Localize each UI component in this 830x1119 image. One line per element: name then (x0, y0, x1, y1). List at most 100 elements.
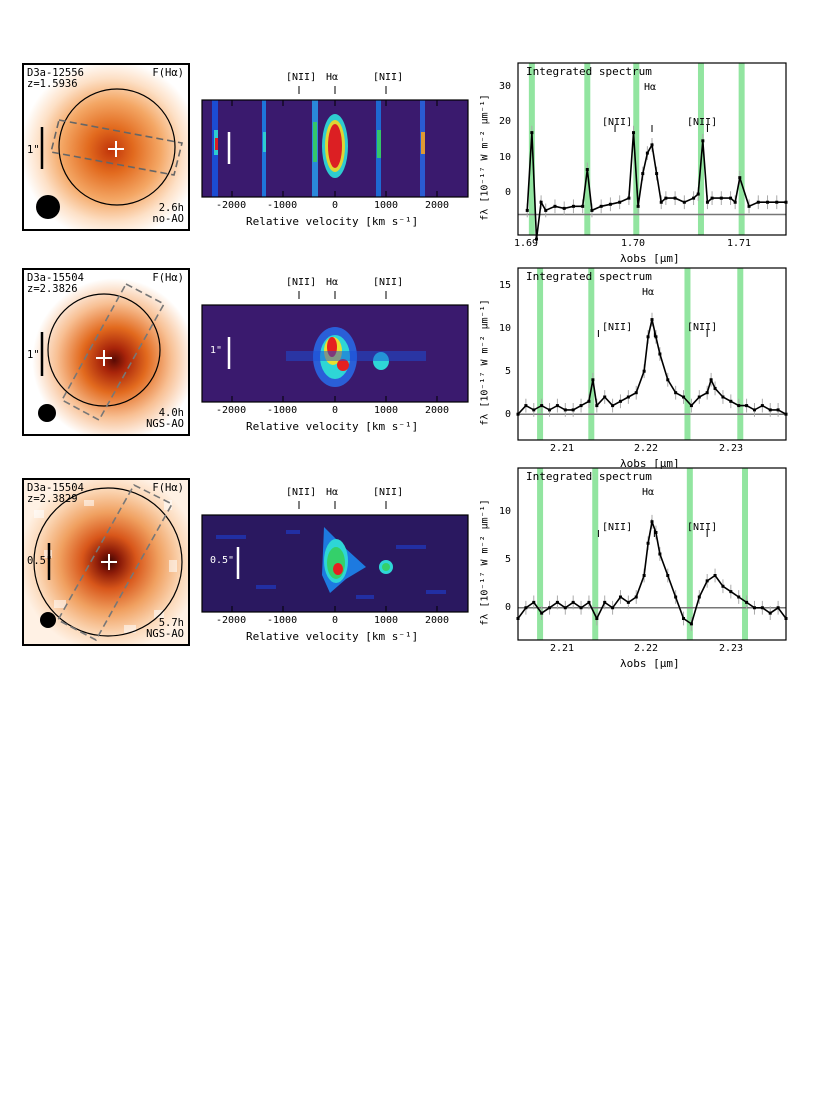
spectrum-point (646, 541, 650, 545)
spectrum-point (650, 318, 654, 322)
spectrum-point (682, 617, 686, 620)
spectrum-point (697, 395, 701, 399)
pv-line-label: [NII] (286, 277, 317, 288)
spectrum-point (666, 574, 670, 577)
plot-frame (517, 62, 787, 236)
spectrum-point (634, 391, 638, 395)
slit-outline (56, 483, 174, 642)
figure-row-1: D3a-12556 z=1.5936 F(Hα) 1" 2.6h no-AO (0, 60, 830, 290)
spectrum-point (646, 335, 650, 339)
spectrum-point (713, 386, 717, 390)
pv-xtick: 2000 (425, 405, 450, 416)
spectrum-point (555, 404, 559, 408)
spectrum-point (729, 196, 733, 200)
spectrum-point (689, 622, 693, 626)
slit-outline (60, 282, 166, 422)
exposure: 5.7h (158, 617, 184, 629)
spec-ylabel: fλ [10⁻¹⁷ W m⁻² μm⁻¹] (479, 94, 491, 221)
spec-ytick: 20 (499, 116, 512, 127)
figure-row-3: D3a-15504 z=2.3829 F(Hα) 0.5" 5.7h NGS-A… (0, 465, 830, 675)
spectrum-point (608, 202, 612, 206)
spectrum-point (641, 172, 645, 176)
spectrum-point (776, 606, 780, 610)
spectrum-point (701, 139, 705, 143)
spectrum-point (752, 408, 756, 412)
spec-line-label: Hα (644, 82, 657, 93)
spectrum-point (682, 200, 686, 204)
ao-mode: NGS-AO (146, 418, 184, 430)
spectrum-point (591, 378, 595, 382)
spec-xlabel: λobs [μm] (620, 457, 680, 470)
spectrum-point (689, 404, 693, 408)
spectrum-point (532, 600, 536, 604)
spectrum-point (760, 606, 764, 610)
spec-xtick: 2.22 (634, 443, 659, 454)
pv-xtick: -1000 (267, 200, 298, 211)
spectrum-point (539, 200, 543, 204)
spectrum-point (555, 600, 559, 604)
pv-scale-label: 1" (210, 345, 223, 356)
spectrum-point (636, 204, 640, 208)
spectrum-line (526, 132, 786, 240)
sky-line-band (737, 268, 744, 440)
spectrum-point (713, 574, 717, 577)
spectrum-point (579, 606, 583, 610)
pv-xtick: 1000 (374, 405, 399, 416)
spec-xtick: 1.69 (514, 238, 539, 249)
spectrum-point (534, 237, 538, 241)
spectrum-point (756, 200, 760, 204)
spectrum-point (729, 399, 733, 403)
spec-ytick: 30 (499, 81, 512, 92)
spectrum-point (705, 579, 709, 583)
spectrum-point (654, 531, 658, 534)
spectrum-point (563, 606, 567, 610)
pv-line-label: Hα (326, 277, 339, 288)
spectrum-point (776, 408, 780, 412)
spec-xtick: 1.70 (621, 238, 646, 249)
spectrum-point (655, 172, 659, 176)
spectrum-point (626, 600, 630, 604)
spec-xlabel: λobs [μm] (620, 252, 680, 265)
halpha-map-image (24, 65, 188, 229)
spectrum-point (658, 352, 662, 356)
spectrum-panel: Integrated spectrum [NII] Hα [NII] 2.21 … (470, 265, 790, 490)
spec-line-label: [NII] (687, 522, 718, 533)
spectrum-point (581, 204, 585, 208)
spectrum-panel: Integrated spectrum [NII] Hα [NII] 1.69 … (470, 60, 790, 285)
spectrum-point (532, 408, 536, 412)
pv-line-label: [NII] (286, 487, 317, 498)
pv-xtick: 2000 (425, 200, 450, 211)
pv-diagram-panel: [NII] Hα [NII] 1" -2000 -1000 0 1000 200… (196, 265, 476, 455)
spectrum-point (642, 574, 646, 577)
map-label: F(Hα) (152, 272, 184, 284)
spectrum-point (775, 200, 779, 204)
sky-line-band (742, 468, 749, 640)
pv-line-label: Hα (326, 72, 339, 83)
spec-line-label: Hα (642, 287, 655, 298)
psf-disk (38, 404, 56, 422)
spectrum-point (768, 611, 772, 615)
pv-xtick: -1000 (267, 615, 298, 626)
spectrum-point (544, 208, 548, 212)
spectrum-point (768, 408, 772, 412)
pv-xtick: -1000 (267, 405, 298, 416)
map-label: F(Hα) (152, 67, 184, 79)
spectrum-point (553, 204, 557, 208)
pv-xlabel: Relative velocity [km s⁻¹] (246, 420, 419, 433)
spectrum-point (738, 176, 742, 180)
spectrum-point (721, 395, 725, 399)
spectrum-point (562, 206, 566, 210)
spectrum-point (540, 404, 544, 408)
spec-xtick: 2.23 (719, 643, 744, 654)
spectrum-line (517, 319, 787, 415)
spectrum-point (563, 408, 567, 412)
spectrum-point (548, 408, 552, 412)
spectrum-point (719, 196, 723, 200)
spectrum-point (525, 208, 529, 212)
spectrum-point (571, 600, 575, 604)
spectrum-point (737, 595, 741, 599)
psf-disk (40, 612, 56, 628)
pv-scale-label: 0.5" (210, 555, 235, 566)
redshift: z=2.3826 (27, 283, 78, 295)
plot-frame (517, 467, 787, 641)
